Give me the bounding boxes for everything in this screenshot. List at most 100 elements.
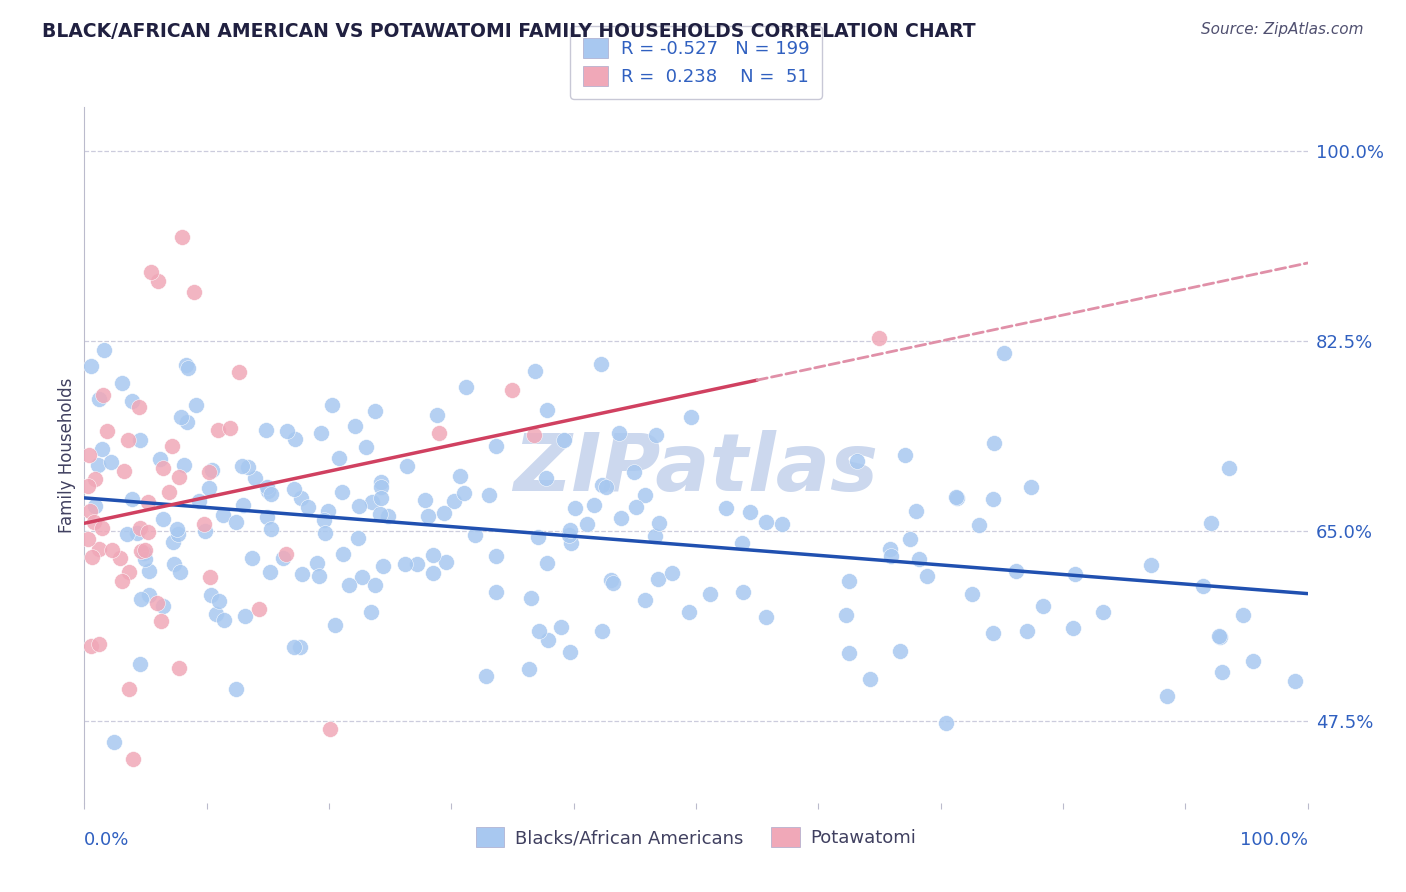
Point: [558, 528, 581, 542]
Point: [485, 439, 508, 453]
Point: [475, 668, 498, 682]
Point: [714, 500, 737, 515]
Point: [200, 570, 222, 584]
Point: [129, 591, 152, 606]
Point: [1032, 599, 1054, 613]
Point: [834, 608, 856, 623]
Point: [1092, 605, 1115, 619]
Point: [523, 427, 546, 442]
Point: [517, 662, 540, 676]
Point: [485, 549, 508, 563]
Point: [915, 569, 938, 583]
Point: [740, 505, 762, 519]
Point: [139, 265, 162, 279]
Point: [83, 516, 105, 530]
Point: [152, 512, 174, 526]
Point: [201, 463, 224, 477]
Point: [256, 480, 278, 494]
Point: [115, 526, 138, 541]
Point: [755, 610, 778, 624]
Point: [330, 485, 353, 500]
Point: [259, 566, 281, 580]
Point: [645, 428, 668, 442]
Point: [772, 516, 794, 531]
Point: [502, 383, 524, 397]
Point: [186, 398, 208, 412]
Point: [100, 455, 122, 469]
Point: [1208, 629, 1230, 643]
Point: [323, 618, 346, 632]
Point: [236, 459, 259, 474]
Point: [128, 521, 150, 535]
Point: [257, 483, 280, 498]
Point: [145, 596, 167, 610]
Point: [112, 464, 135, 478]
Point: [838, 646, 860, 660]
Point: [1005, 564, 1028, 578]
Point: [415, 492, 437, 507]
Point: [894, 448, 917, 462]
Point: [194, 524, 217, 538]
Point: [274, 547, 297, 561]
Point: [198, 482, 221, 496]
Point: [283, 640, 305, 655]
Point: [595, 480, 617, 494]
Point: [647, 573, 669, 587]
Point: [103, 734, 125, 748]
Point: [1218, 461, 1240, 475]
Point: [981, 626, 1004, 640]
Point: [536, 403, 558, 417]
Point: [846, 453, 869, 467]
Point: [134, 542, 156, 557]
Point: [453, 486, 475, 500]
Point: [243, 471, 266, 485]
Point: [434, 555, 457, 569]
Point: [225, 681, 247, 696]
Point: [527, 624, 550, 638]
Point: [118, 565, 141, 579]
Point: [290, 491, 312, 505]
Point: [173, 458, 195, 472]
Point: [360, 495, 382, 509]
Point: [1015, 624, 1038, 638]
Point: [80, 639, 103, 653]
Point: [198, 465, 221, 479]
Point: [377, 509, 399, 524]
Point: [219, 420, 242, 434]
Point: [838, 574, 860, 588]
Point: [344, 418, 367, 433]
Point: [91, 388, 114, 402]
Point: [297, 500, 319, 514]
Point: [129, 657, 152, 671]
Point: [969, 518, 991, 533]
Point: [177, 361, 200, 376]
Point: [537, 633, 560, 648]
Point: [117, 433, 139, 447]
Point: [122, 752, 145, 766]
Point: [347, 532, 370, 546]
Point: [131, 543, 153, 558]
Point: [157, 485, 180, 500]
Text: 0.0%: 0.0%: [84, 830, 129, 848]
Point: [550, 620, 572, 634]
Point: [328, 451, 350, 466]
Point: [607, 425, 630, 440]
Point: [634, 488, 657, 502]
Point: [111, 376, 134, 390]
Point: [634, 593, 657, 607]
Point: [83, 472, 105, 486]
Point: [681, 410, 703, 425]
Point: [576, 517, 599, 532]
Point: [80, 550, 103, 565]
Point: [231, 458, 253, 473]
Point: [394, 557, 416, 571]
Point: [527, 530, 550, 544]
Point: [77, 479, 100, 493]
Point: [352, 570, 374, 584]
Point: [591, 478, 613, 492]
Point: [1021, 480, 1043, 494]
Point: [200, 588, 222, 602]
Point: [332, 547, 354, 561]
Point: [136, 495, 159, 509]
Point: [600, 573, 623, 587]
